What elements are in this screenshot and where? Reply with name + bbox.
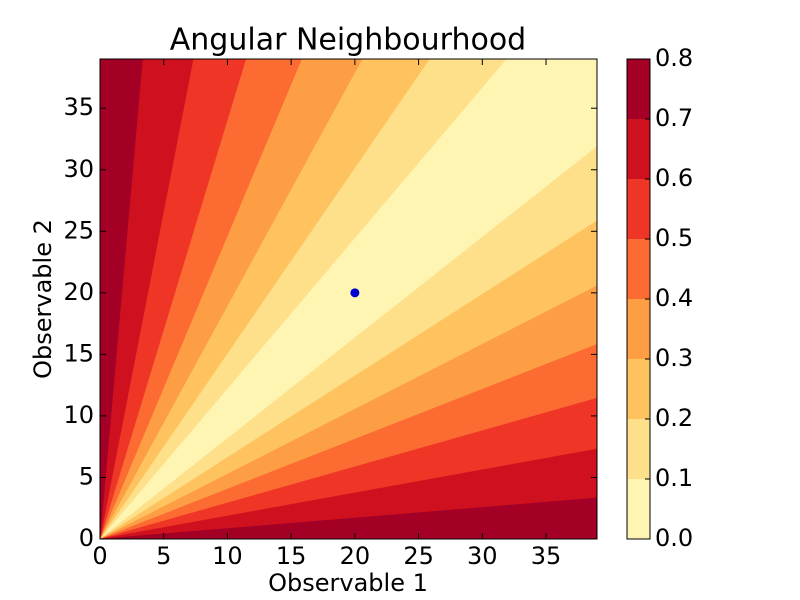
- contour-band: [100, 59, 363, 539]
- y-tick-label: 20: [63, 278, 94, 306]
- contour-band: [100, 344, 597, 539]
- colorbar-tick-label: 0.2: [655, 404, 693, 432]
- y-tick-label: 15: [63, 339, 94, 367]
- x-tick-label: 0: [92, 542, 107, 570]
- marker-point: [350, 288, 360, 298]
- colorbar-tick-label: 0.0: [655, 524, 693, 552]
- contour-band: [100, 220, 597, 539]
- colorbar-swatch: [627, 359, 650, 419]
- plot-frame: [99, 58, 598, 540]
- colorbar-tick-label: 0.3: [655, 344, 693, 372]
- x-tick-label: 30: [467, 542, 498, 570]
- contour-band: [100, 497, 597, 539]
- x-tick-label: 15: [276, 542, 307, 570]
- colorbar-swatch: [627, 479, 650, 539]
- contour-band: [100, 59, 143, 539]
- contour-band: [100, 59, 194, 539]
- colorbar-swatch: [627, 299, 650, 359]
- y-tick-label: 5: [79, 462, 94, 490]
- x-tick-label: 25: [403, 542, 434, 570]
- colorbar-tick-label: 0.8: [655, 44, 693, 72]
- colorbar-tick-label: 0.1: [655, 464, 693, 492]
- x-tick-label: 20: [340, 542, 371, 570]
- x-tick-label: 10: [212, 542, 243, 570]
- y-tick-label: 30: [63, 155, 94, 183]
- y-axis-label: Observable 2: [29, 219, 57, 379]
- x-axis-label: Observable 1: [268, 569, 428, 597]
- y-tick-label: 10: [63, 401, 94, 429]
- contour-band: [100, 59, 597, 539]
- colorbar-swatch: [627, 239, 650, 299]
- contour-area: [100, 59, 597, 539]
- contour-band: [100, 448, 597, 539]
- colorbar-swatch: [627, 59, 650, 119]
- y-tick-label: 35: [63, 93, 94, 121]
- colorbar-swatch: [627, 179, 650, 239]
- y-tick-label: 25: [63, 216, 94, 244]
- colorbar-tick-label: 0.4: [655, 284, 693, 312]
- colorbar-tick-label: 0.5: [655, 224, 693, 252]
- contour-band: [100, 59, 430, 539]
- chart-title: Angular Neighbourhood: [170, 23, 526, 58]
- colorbar-tick-label: 0.6: [655, 164, 693, 192]
- contour-band: [100, 59, 247, 539]
- x-tick-label: 5: [156, 542, 171, 570]
- colorbar-tick-label: 0.7: [655, 104, 693, 132]
- x-tick-label: 35: [531, 542, 562, 570]
- colorbar-swatch: [627, 419, 650, 479]
- contour-band: [100, 146, 597, 539]
- contour-band: [100, 285, 597, 539]
- y-tick-label: 0: [79, 524, 94, 552]
- contour-band: [100, 59, 507, 539]
- contour-band: [100, 59, 302, 539]
- contour-band: [100, 397, 597, 539]
- colorbar-swatch: [627, 119, 650, 179]
